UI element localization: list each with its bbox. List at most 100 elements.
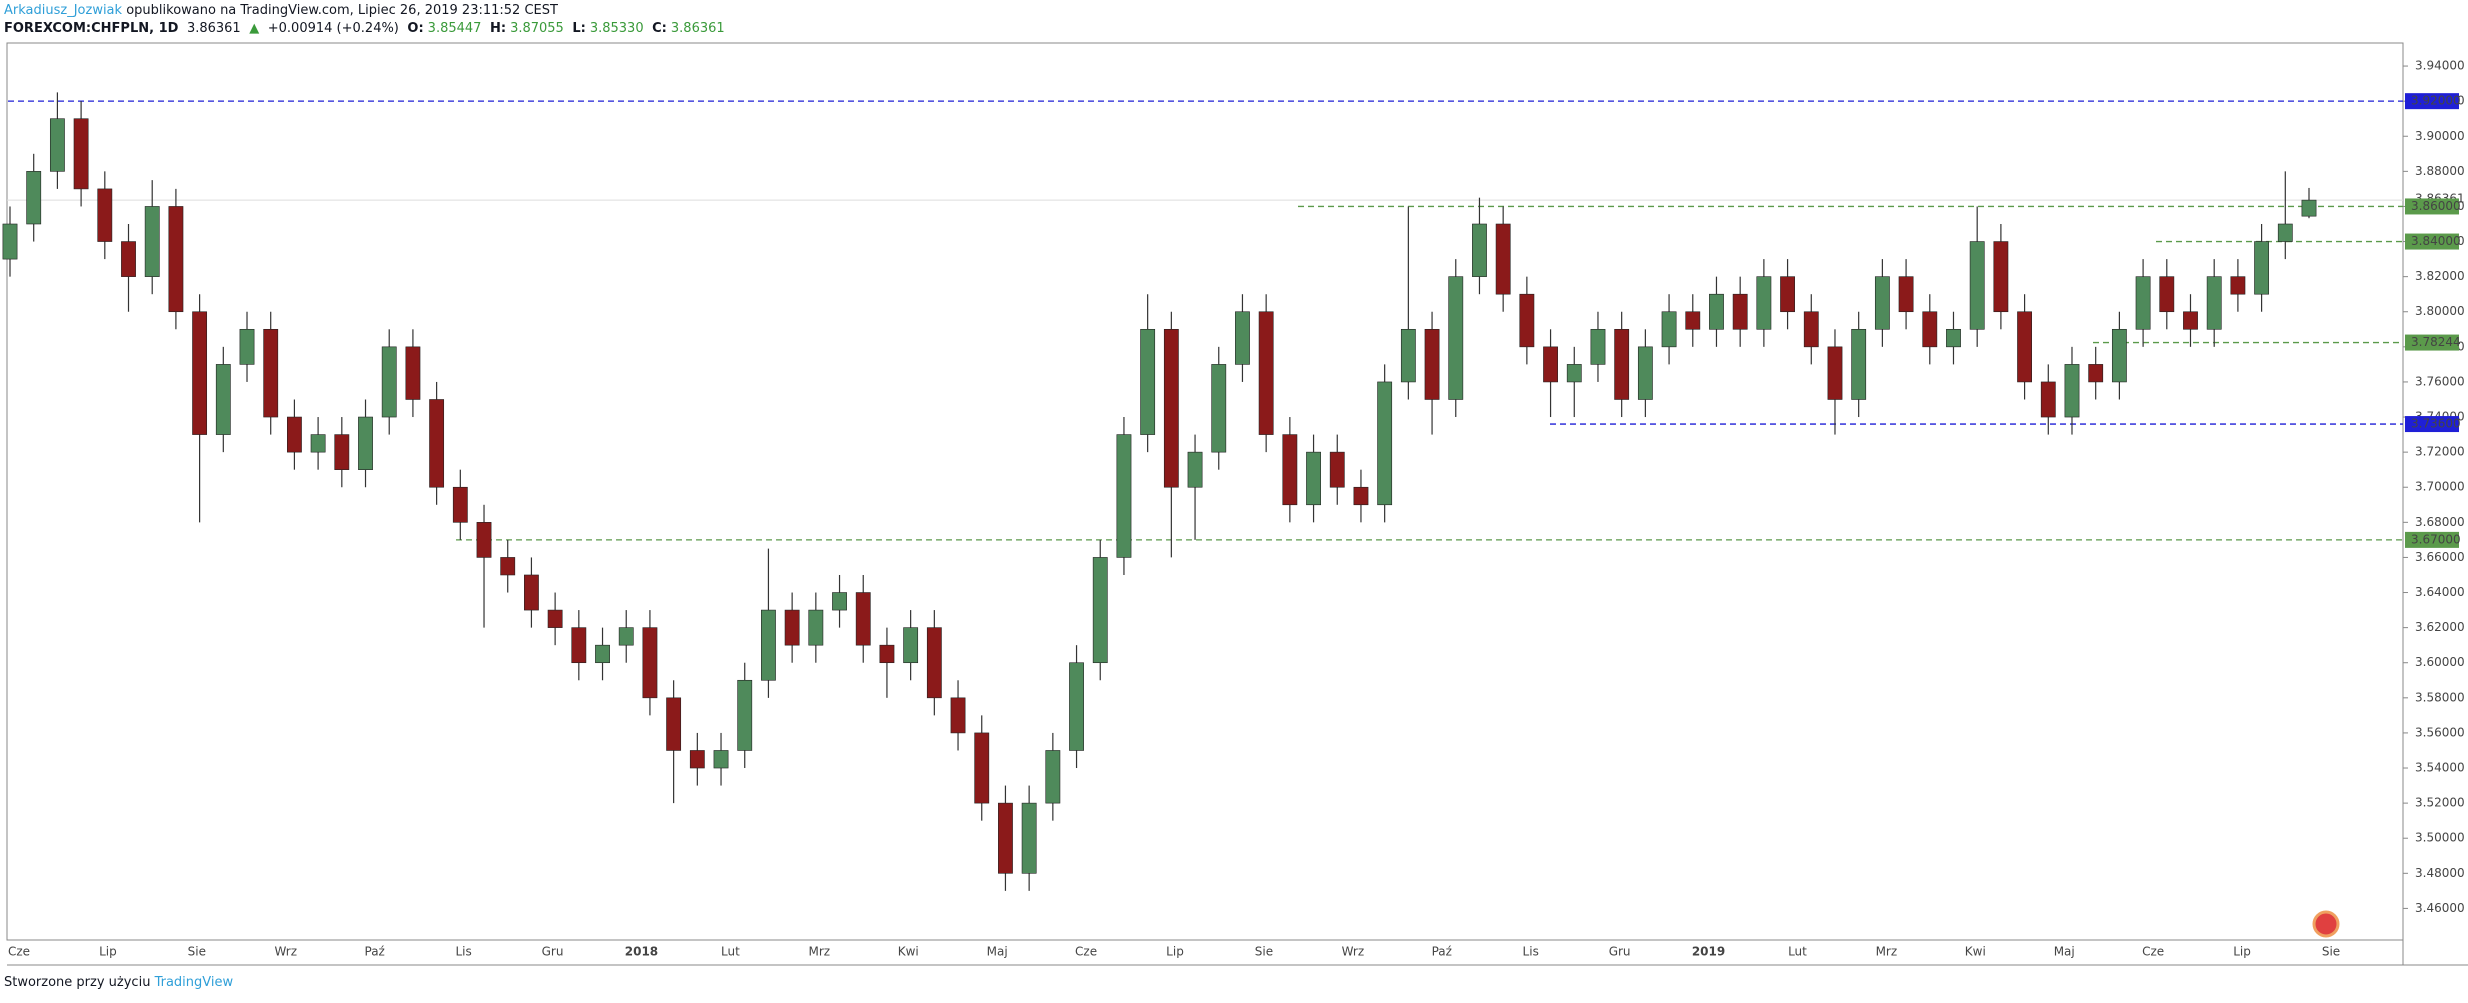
- x-tick-label: Gru: [1609, 945, 1631, 959]
- candle-body: [452, 486, 468, 523]
- candle-body: [1685, 311, 1701, 330]
- x-tick-label: Lip: [2233, 945, 2251, 959]
- candle-body: [2254, 241, 2270, 295]
- y-tick-label: 3.80000: [2415, 304, 2465, 318]
- x-tick-label: 2018: [625, 945, 658, 959]
- candle-body: [1874, 276, 1890, 330]
- candle-body: [1732, 293, 1748, 330]
- level-box: [2405, 531, 2459, 548]
- candle-body: [950, 697, 966, 734]
- candle-body: [666, 697, 682, 751]
- candle-body: [524, 574, 539, 611]
- candle-body: [73, 118, 89, 190]
- candle-body: [2111, 328, 2127, 383]
- level-label: 3.78244: [2411, 335, 2461, 349]
- candle-body: [2135, 276, 2151, 330]
- author[interactable]: Arkadiusz_Jozwiak: [4, 3, 123, 18]
- candle-body: [1780, 276, 1795, 313]
- o-label: O:: [407, 21, 424, 36]
- candle-body: [2159, 276, 2175, 313]
- candle-body: [547, 609, 563, 628]
- c-value: 3.86361: [670, 21, 725, 36]
- y-tick-label: 3.90000: [2415, 129, 2465, 143]
- h-value: 3.87055: [510, 21, 564, 36]
- footer: Stworzone przy użyciu TradingView: [4, 975, 233, 990]
- candle-body: [1922, 311, 1938, 348]
- x-tick-label: Maj: [987, 945, 1008, 959]
- level-label: 3.73600: [2411, 417, 2461, 431]
- y-tick-label: 3.62000: [2415, 620, 2465, 634]
- x-tick-label: Cze: [1075, 945, 1097, 959]
- candle-body: [1092, 557, 1108, 664]
- y-tick-label: 3.94000: [2415, 59, 2465, 73]
- h-label: H:: [489, 21, 507, 36]
- candle-body: [1400, 328, 1416, 383]
- y-tick-label: 3.70000: [2415, 480, 2465, 494]
- candle-body: [1969, 241, 1985, 330]
- level-box: [2405, 198, 2459, 215]
- y-tick-label: 3.68000: [2415, 515, 2465, 529]
- plot-frame: [6, 42, 2404, 941]
- ohlc-line: FOREXCOM:CHFPLN, 1D 3.86361 ▲ +0.00914 (…: [4, 21, 729, 36]
- candle-body: [215, 364, 231, 435]
- o-value: 3.85447: [427, 21, 482, 36]
- x-tick-label: Lut: [1788, 945, 1807, 959]
- candle-body: [1614, 328, 1630, 400]
- y-tick-label: 3.88000: [2415, 164, 2465, 178]
- candle-body: [855, 592, 871, 646]
- candle-body: [334, 434, 350, 470]
- x-tick-label: Kwi: [898, 945, 919, 959]
- candle-body: [1021, 802, 1037, 874]
- candle-body: [476, 522, 492, 558]
- candle-body: [2088, 364, 2104, 383]
- candle-body: [998, 802, 1013, 874]
- x-tick-label: Kwi: [1965, 945, 1986, 959]
- candle-body: [1946, 328, 1961, 348]
- alert-icon[interactable]: [2312, 910, 2340, 938]
- level-label: 3.86000: [2411, 199, 2461, 213]
- y-tick-label: 3.54000: [2415, 761, 2465, 775]
- candle-body: [1353, 486, 1369, 506]
- candle-body: [1211, 364, 1227, 453]
- candle-body: [97, 188, 113, 242]
- candle-body: [2277, 223, 2293, 242]
- candle-body: [713, 750, 729, 769]
- candle-body: [1827, 346, 1843, 400]
- candle-body: [49, 118, 65, 172]
- candle-body: [808, 609, 824, 646]
- candle-body: [1163, 328, 1179, 488]
- candle-body: [1235, 311, 1250, 365]
- x-tick-label: Paź: [1432, 945, 1452, 959]
- x-tick-label: Sie: [2322, 945, 2340, 959]
- y-tick-label: 3.60000: [2415, 655, 2465, 669]
- candle-body: [1069, 662, 1084, 751]
- level-label: 3.92000: [2411, 94, 2461, 108]
- candle-body: [1709, 293, 1724, 330]
- candle-body: [1898, 276, 1914, 313]
- y-tick-label: 3.72000: [2415, 445, 2465, 459]
- candle-body: [405, 346, 421, 400]
- candle-body: [1424, 328, 1440, 400]
- candle-body: [239, 328, 255, 365]
- level-label: 3.84000: [2411, 234, 2461, 248]
- x-tick-label: Lut: [721, 945, 740, 959]
- brand[interactable]: TradingView: [154, 975, 234, 990]
- candle-body: [689, 750, 705, 769]
- y-tick-label: 3.82000: [2415, 269, 2465, 283]
- candle-body: [263, 328, 279, 418]
- chart: 3.46000 3.48000 3.50000 3.52000 3.54000 3.560…: [2, 42, 2468, 966]
- level-box: [2405, 416, 2459, 433]
- y-tick-label: 3.76000: [2415, 374, 2465, 388]
- candle-body: [926, 627, 942, 699]
- made-with: Stworzone przy użyciu: [4, 975, 151, 990]
- candle-body: [2206, 276, 2222, 330]
- header-line: Arkadiusz_Jozwiak opublikowano na Tradin…: [4, 3, 558, 18]
- y-tick-label: 3.48000: [2415, 866, 2465, 880]
- candle-body: [595, 644, 610, 664]
- x-tick-label: Lis: [455, 945, 471, 959]
- candle-body: [761, 609, 776, 681]
- l-value: 3.85330: [589, 21, 644, 36]
- candle-body: [1637, 346, 1653, 400]
- arrow: ▲: [249, 21, 260, 36]
- candle-body: [310, 434, 326, 453]
